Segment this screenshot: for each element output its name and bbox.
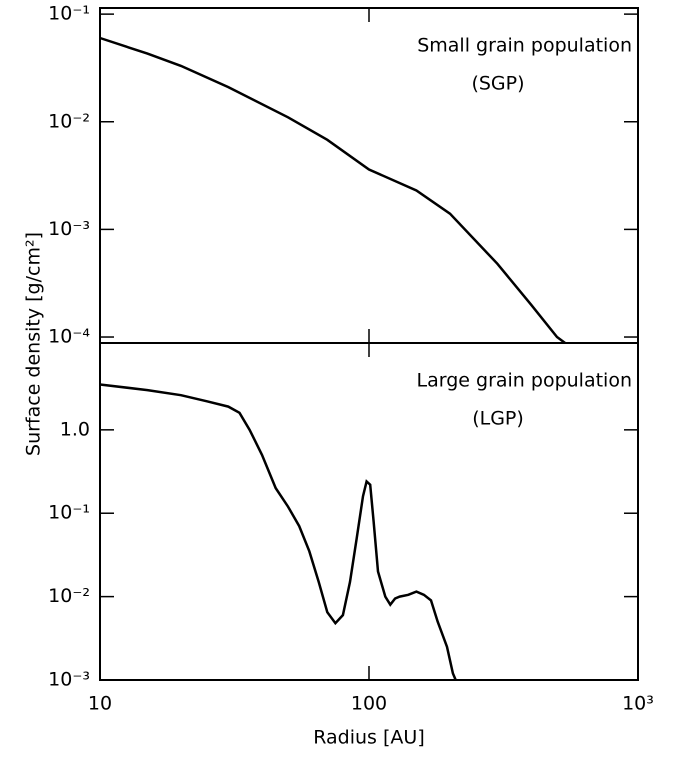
- y-tick-label: 10⁻²: [48, 585, 90, 607]
- y-tick-label: 10⁻³: [48, 669, 90, 691]
- annotation: (LGP): [472, 408, 524, 430]
- x-tick-label: 10: [88, 693, 112, 715]
- plot-frame: [99, 342, 639, 681]
- annotation: Large grain population: [417, 370, 632, 392]
- plot-frame: [99, 7, 639, 344]
- x-tick-label: 100: [351, 693, 387, 715]
- y-tick-label: 1.0: [60, 418, 90, 440]
- data-line: [99, 383, 457, 681]
- annotation: Small grain population: [417, 35, 632, 57]
- y-axis-label: Surface density [g/cm²]: [23, 232, 45, 456]
- x-tick-label: 10³: [622, 693, 654, 715]
- data-line: [99, 36, 566, 345]
- y-tick-label: 10⁻⁴: [48, 326, 90, 348]
- y-tick-label: 10⁻²: [48, 110, 90, 132]
- y-tick-label: 10⁻¹: [48, 502, 90, 524]
- x-axis-label: Radius [AU]: [313, 727, 424, 749]
- annotation: (SGP): [471, 73, 524, 95]
- y-tick-label: 10⁻¹: [48, 3, 90, 25]
- y-tick-label: 10⁻³: [48, 218, 90, 240]
